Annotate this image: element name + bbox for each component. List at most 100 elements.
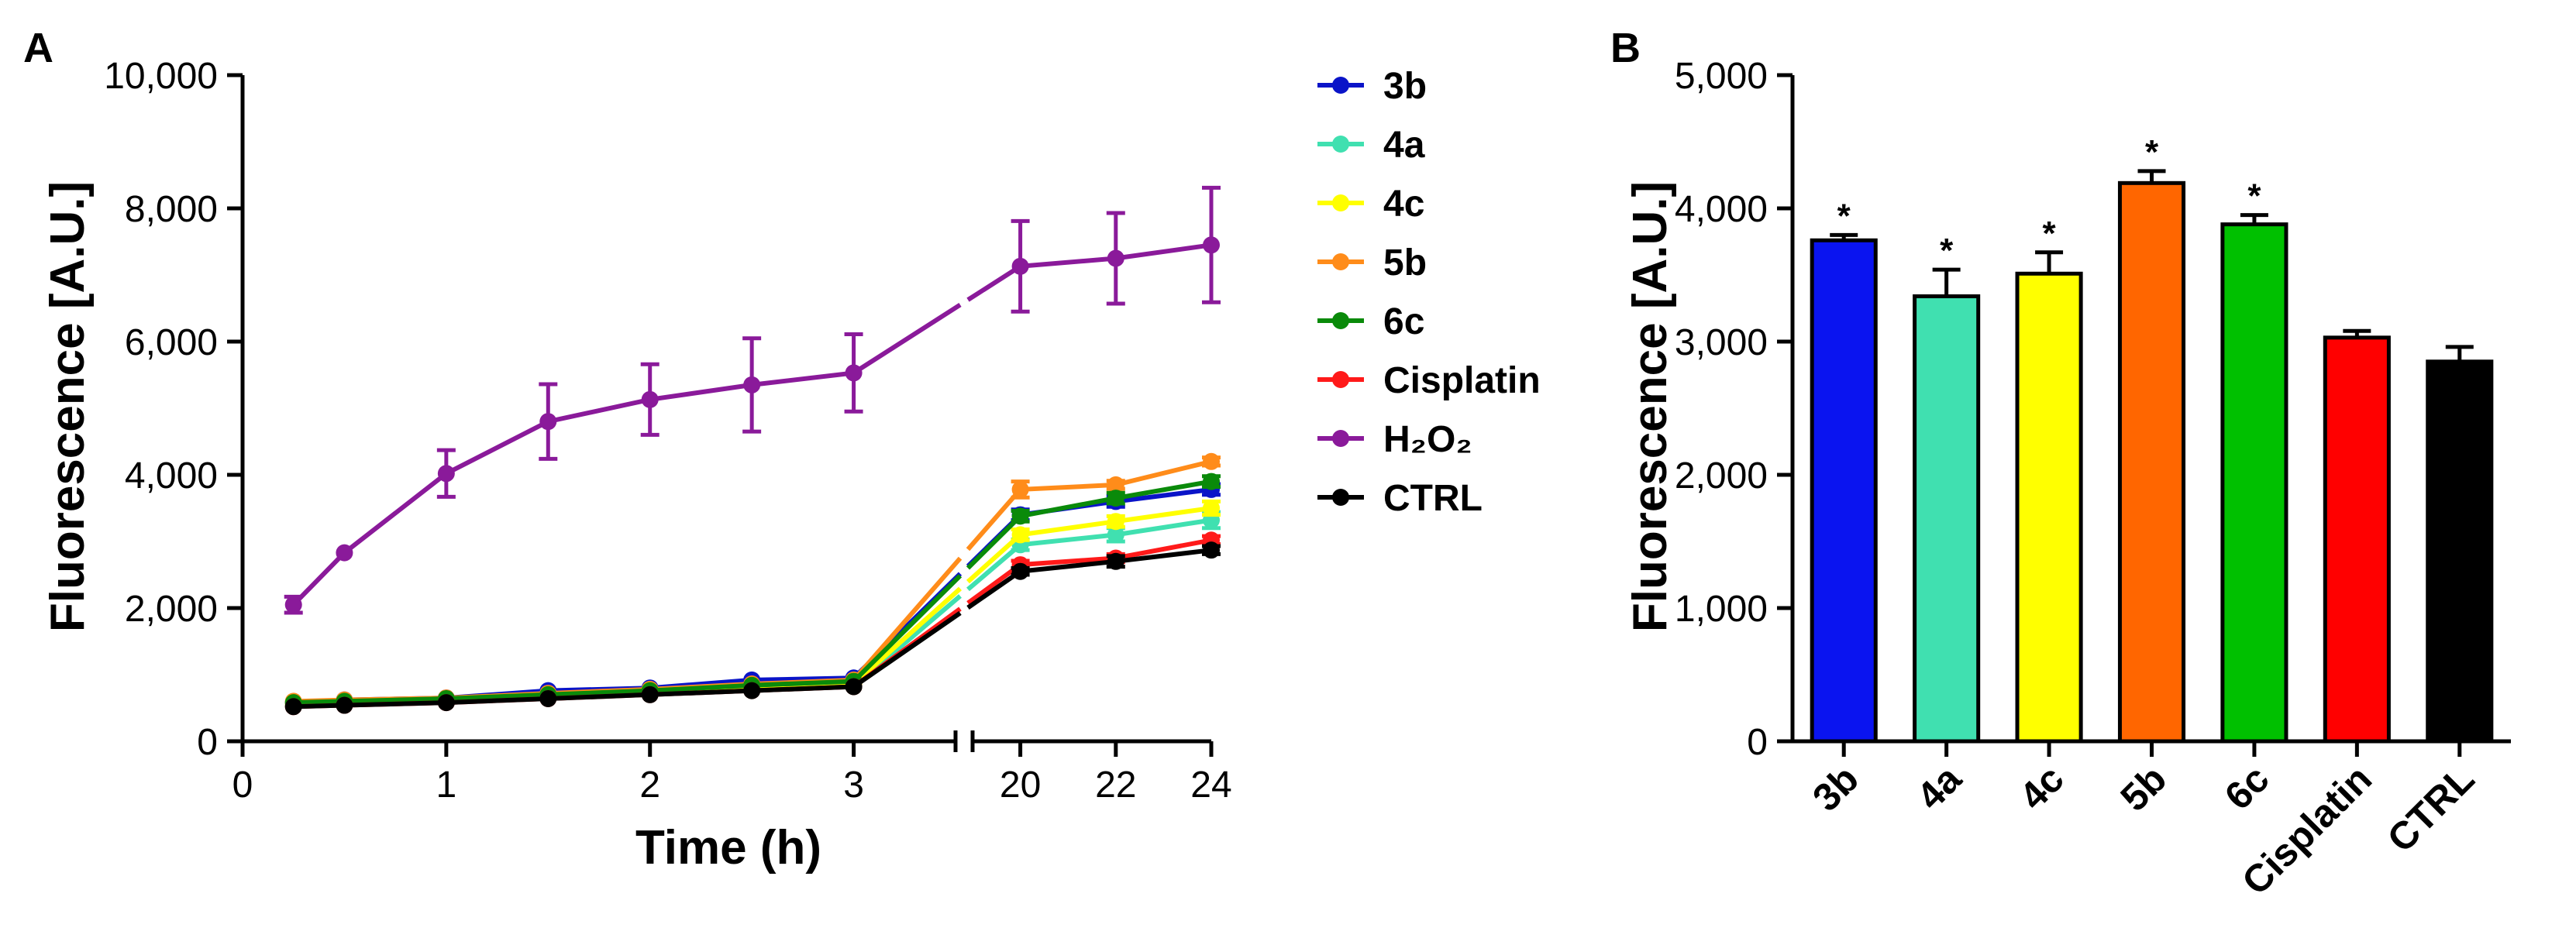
panel-b-y-tick-label: 5,000 — [1675, 56, 1768, 97]
legend-item: 3b — [1317, 66, 1427, 107]
legend-swatch-marker — [1332, 430, 1349, 447]
panel-b-y-tick-label: 0 — [1747, 722, 1768, 763]
legend-label: Cisplatin — [1383, 360, 1541, 401]
panel-a-data-point — [539, 689, 557, 707]
legend-item: Cisplatin — [1317, 360, 1541, 401]
panel-a-data-point — [336, 696, 353, 714]
legend-label: 4a — [1383, 125, 1425, 166]
panel-a-series-line — [966, 479, 1212, 570]
legend-label: H₂O₂ — [1383, 419, 1472, 460]
legend: 3b 4a 4c 5b 6c Cisplatin H₂O₂ CTRL — [1317, 66, 1541, 519]
panel-a-y-tick-label: 0 — [197, 722, 218, 763]
panel-a-x-tick-label: 0 — [232, 765, 253, 806]
panel-b-x-tick-label: 3b — [1804, 757, 1867, 820]
panel-a-data-point — [1107, 476, 1124, 493]
panel-a-y-tick-label: 6,000 — [125, 322, 218, 363]
legend-item: 6c — [1317, 301, 1424, 342]
panel-a-y-axis-label: Fluorescence [A.U.] — [41, 181, 95, 632]
panel-a-series-line — [966, 242, 1212, 302]
panel-b-significance-marker: * — [2247, 177, 2261, 215]
panel-a-data-point — [1203, 452, 1220, 470]
panel-b-bar-6c — [2220, 222, 2288, 744]
panel-b-bar-4a — [1913, 294, 1981, 744]
legend-item: CTRL — [1317, 478, 1483, 519]
legend-swatch-marker — [1332, 489, 1349, 506]
legend-swatch-marker — [1332, 136, 1349, 153]
panel-a-data-point — [743, 376, 761, 393]
panel-b-bar-ctrl — [2426, 359, 2494, 744]
panel-a-x-tick-label: 3 — [843, 765, 864, 806]
panel-a-data-point — [1011, 562, 1029, 580]
legend-swatch-marker — [1332, 312, 1349, 329]
panel-a-data-point — [1203, 472, 1220, 490]
panel-a-series-line — [966, 459, 1212, 552]
panel-a-data-point — [845, 678, 863, 696]
legend-item: 4c — [1317, 184, 1424, 225]
panel-a-data-point — [1107, 526, 1124, 544]
panel-a-data-point — [284, 698, 302, 716]
legend-label: 3b — [1383, 66, 1427, 107]
legend-label: 4c — [1383, 184, 1424, 225]
legend-item: 4a — [1317, 125, 1425, 166]
panel-b-significance-marker: * — [1837, 197, 1851, 235]
legend-item: H₂O₂ — [1317, 419, 1472, 460]
panel-a-data-point — [1011, 480, 1029, 498]
panel-a-series-CTRL — [284, 541, 1221, 716]
legend-swatch-marker — [1332, 253, 1349, 270]
panel-b-bar-cisplatin — [2323, 335, 2391, 744]
panel-a-x-tick-label: 22 — [1095, 765, 1136, 806]
panel-a-series-line — [966, 517, 1212, 592]
legend-item: 5b — [1317, 242, 1427, 284]
panel-b-x-tick-label: CTRL — [2379, 757, 2483, 861]
legend-label: CTRL — [1383, 478, 1483, 519]
panel-a-data-point — [336, 544, 353, 562]
panel-b-bar-chart: * * * * * 0 1,000 2,000 3,000 4,000 5,000 3b 4a 4c 5b… — [1624, 56, 2511, 903]
panel-b-x-tick-label: 4c — [2011, 757, 2072, 818]
legend-swatch-marker — [1332, 194, 1349, 211]
panel-a-series-line — [966, 548, 1212, 610]
panel-b-bar-4c — [2015, 271, 2083, 744]
panel-a-data-point — [845, 364, 863, 382]
legend-swatch-marker — [1332, 371, 1349, 388]
panel-a-data-point — [1107, 249, 1124, 267]
panel-a-series-line — [966, 538, 1212, 605]
panel-a-data-point — [1203, 236, 1220, 254]
panel-a-y-tick-label: 8,000 — [125, 189, 218, 230]
legend-label: 5b — [1383, 242, 1427, 284]
legend-swatch-marker — [1332, 77, 1349, 94]
panel-b-y-axis-label: Fluorescence [A.U.] — [1624, 181, 1677, 632]
panel-a-data-point — [1107, 552, 1124, 570]
panel-a-x-tick-label: 2 — [639, 765, 660, 806]
panel-a-data-point — [284, 596, 302, 613]
panel-a-data-point — [539, 413, 557, 431]
panel-a-x-axis-label: Time (h) — [635, 821, 821, 875]
panel-a-label: A — [23, 25, 53, 71]
panel-b-y-tick-label: 2,000 — [1675, 455, 1768, 497]
panel-a-data-point — [1011, 257, 1029, 275]
panel-b-y-tick-label: 1,000 — [1675, 589, 1768, 630]
panel-b-y-tick-label: 4,000 — [1675, 189, 1768, 230]
panel-a-data-point — [1203, 500, 1220, 517]
panel-a-x-tick-label: 1 — [436, 765, 457, 806]
panel-a-x-tick-label: 20 — [1000, 765, 1041, 806]
panel-b-significance-marker: * — [1940, 232, 1954, 270]
legend-label: 6c — [1383, 301, 1424, 342]
panel-a-data-point — [641, 390, 659, 408]
panel-a-data-point — [1107, 513, 1124, 531]
panel-a-data-point — [641, 686, 659, 703]
panel-a-y-tick-label: 4,000 — [125, 455, 218, 497]
panel-b-bar-3b — [1810, 238, 1878, 744]
panel-b-significance-marker: * — [2043, 215, 2057, 253]
panel-a-series-line — [966, 506, 1212, 584]
panel-a-data-point — [1203, 541, 1220, 559]
panel-a-data-point — [1011, 526, 1029, 544]
panel-a-data-point — [1107, 490, 1124, 507]
panel-a-series-line — [293, 610, 962, 710]
panel-b-x-tick-label: 6c — [2216, 757, 2278, 818]
panel-a-series-line — [293, 574, 963, 706]
panel-a-series-HO — [284, 185, 1221, 615]
panel-b-label: B — [1610, 25, 1641, 71]
panel-a-y-tick-label: 10,000 — [104, 56, 218, 97]
panel-a-line-chart: 0 2,000 4,000 6,000 8,000 10,000 0 1 2 3 20 22 24 Ti… — [41, 56, 1232, 875]
